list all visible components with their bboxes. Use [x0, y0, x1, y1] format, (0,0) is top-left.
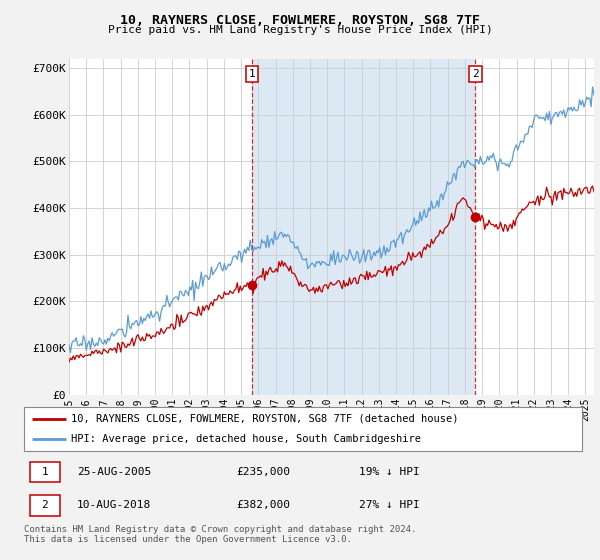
Bar [253, 59, 475, 395]
Text: 2: 2 [472, 69, 479, 79]
Text: 27% ↓ HPI: 27% ↓ HPI [359, 500, 419, 510]
Text: 10, RAYNERS CLOSE, FOWLMERE, ROYSTON, SG8 7TF: 10, RAYNERS CLOSE, FOWLMERE, ROYSTON, SG… [120, 14, 480, 27]
Text: Price paid vs. HM Land Registry's House Price Index (HPI): Price paid vs. HM Land Registry's House … [107, 25, 493, 35]
Text: HPI: Average price, detached house, South Cambridgeshire: HPI: Average price, detached house, Sout… [71, 434, 421, 444]
Text: 2: 2 [41, 500, 48, 510]
Text: £382,000: £382,000 [236, 500, 290, 510]
Text: £235,000: £235,000 [236, 467, 290, 477]
Text: 1: 1 [41, 467, 48, 477]
Text: Contains HM Land Registry data © Crown copyright and database right 2024.
This d: Contains HM Land Registry data © Crown c… [24, 525, 416, 544]
Text: 25-AUG-2005: 25-AUG-2005 [77, 467, 151, 477]
Text: 10-AUG-2018: 10-AUG-2018 [77, 500, 151, 510]
Bar [29, 495, 60, 516]
Text: 10, RAYNERS CLOSE, FOWLMERE, ROYSTON, SG8 7TF (detached house): 10, RAYNERS CLOSE, FOWLMERE, ROYSTON, SG… [71, 414, 459, 424]
Text: 19% ↓ HPI: 19% ↓ HPI [359, 467, 419, 477]
Bar [29, 461, 60, 482]
Text: 1: 1 [249, 69, 256, 79]
